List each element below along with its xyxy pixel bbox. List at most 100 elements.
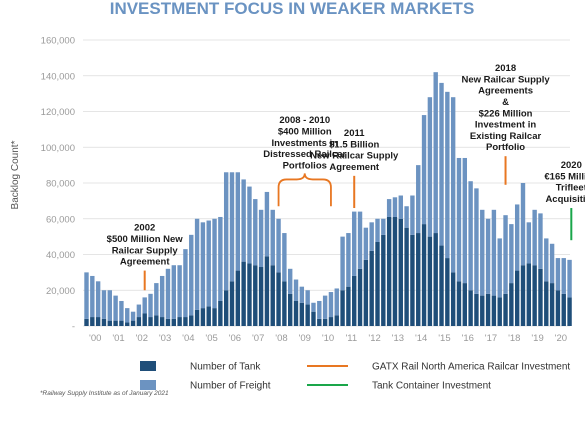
y-tick-label: 120,000	[41, 107, 75, 118]
bar-freight	[299, 286, 305, 303]
annotation-text: Agreements	[478, 86, 533, 97]
annotation-text: Agreement	[329, 162, 379, 173]
bar-tank	[101, 318, 107, 326]
bar-freight	[148, 293, 153, 318]
bar-freight	[433, 72, 438, 234]
bar-tank	[398, 218, 403, 326]
bar-freight	[177, 265, 182, 318]
bar-tank	[165, 318, 171, 326]
bar-freight	[293, 279, 299, 301]
annotation-text: Portfolios	[283, 160, 327, 171]
bar-tank	[480, 295, 485, 326]
annotation-text: Portfolio	[486, 142, 525, 153]
y-axis-ticks: - 20,000 40,000 60,000 80,000 100,000 120,000 1…	[41, 36, 75, 333]
bar-freight	[480, 209, 485, 296]
bar-freight	[532, 209, 537, 266]
bar-tank	[532, 265, 537, 326]
bar-tank	[567, 297, 572, 326]
bar-freight	[509, 224, 514, 284]
legend-label: Number of Freight	[190, 381, 271, 392]
bar-tank	[375, 241, 380, 326]
x-tick-label: '18	[508, 333, 520, 344]
x-tick-label: '01	[112, 333, 124, 344]
bar-tank	[491, 295, 497, 326]
bar-freight	[410, 195, 415, 235]
bar-tank	[276, 272, 281, 326]
bar-freight	[526, 222, 532, 264]
y-tick-label: 140,000	[41, 71, 75, 82]
bar-freight	[416, 165, 421, 234]
bar-tank	[404, 227, 409, 326]
bar-freight	[223, 172, 229, 291]
x-tick-label: '08	[275, 333, 287, 344]
bar-freight	[468, 181, 473, 291]
bar-freight	[381, 218, 386, 235]
bar-freight	[398, 195, 403, 219]
bar-freight	[462, 157, 467, 284]
x-tick-label: '10	[322, 333, 334, 344]
bar-tank	[317, 318, 322, 326]
bar-freight	[136, 304, 142, 318]
bar-tank	[206, 306, 211, 326]
annotation-text: Investment in	[475, 120, 536, 131]
bar-freight	[346, 233, 351, 287]
bar-tank	[328, 317, 334, 326]
bar-tank	[136, 317, 142, 326]
bar-tank	[427, 236, 433, 326]
bar-freight	[520, 183, 526, 266]
bar-freight	[549, 243, 555, 284]
bar-tank	[235, 270, 241, 326]
bar-tank	[346, 286, 351, 326]
bar-freight	[497, 238, 502, 298]
bar-freight	[247, 186, 252, 264]
bar-freight	[363, 227, 369, 260]
bar-tank	[322, 318, 328, 326]
annotation-text: Distressed Railcar	[263, 149, 346, 160]
footnote: *Railway Supply Institute as of January …	[40, 390, 169, 397]
bar-freight	[340, 236, 345, 291]
bar-freight	[189, 234, 194, 316]
y-tick-label: 40,000	[46, 250, 75, 261]
bar-freight	[253, 199, 258, 266]
annotation-text: Agreement	[120, 257, 170, 268]
annotation-text: New Railcar Supply	[461, 74, 550, 85]
annotation-text: Acquisition	[545, 194, 585, 205]
x-axis-ticks: '00 '01 '02 '03 '04 '05 '06 '07 '08 '09 '10 '11 '12 '…	[89, 333, 567, 344]
bar-freight	[357, 211, 363, 269]
bar-freight	[328, 292, 334, 318]
bar-tank	[253, 265, 258, 326]
annotation-text: Trifleet	[556, 183, 585, 194]
bar-tank	[200, 308, 206, 326]
legend-swatch	[140, 361, 156, 371]
bar-tank	[258, 267, 264, 326]
bar-freight	[538, 213, 543, 269]
bar-freight	[95, 281, 101, 318]
x-tick-label: '15	[438, 333, 450, 344]
bar-freight	[305, 290, 310, 305]
bar-freight	[514, 204, 520, 271]
bar-tank	[125, 322, 130, 326]
bar-tank	[154, 315, 159, 326]
bar-freight	[125, 308, 130, 323]
bar-tank	[212, 308, 217, 326]
bar-tank	[433, 233, 438, 326]
bar-tank	[247, 263, 252, 326]
bar-freight	[258, 209, 264, 268]
bar-tank	[107, 320, 112, 326]
bar-tank	[293, 300, 299, 326]
bar-freight	[218, 216, 223, 301]
bar-freight	[229, 172, 235, 282]
bar-tank	[171, 318, 176, 326]
bar-tank	[485, 293, 491, 326]
legend: Number of Tank Number of Freight GATX Rail…	[140, 361, 570, 392]
x-tick-label: '16	[462, 333, 474, 344]
legend-swatch	[140, 380, 156, 390]
bar-freight	[241, 179, 246, 262]
bar-tank	[113, 320, 118, 326]
legend-label: Tank Container Investment	[372, 381, 491, 392]
bar-tank	[357, 268, 363, 326]
bar-tank	[352, 275, 357, 326]
annotation-text: $1.5 Billion	[329, 139, 379, 150]
annotation-text: €165 Million	[544, 171, 585, 182]
bar-tank	[392, 216, 398, 326]
